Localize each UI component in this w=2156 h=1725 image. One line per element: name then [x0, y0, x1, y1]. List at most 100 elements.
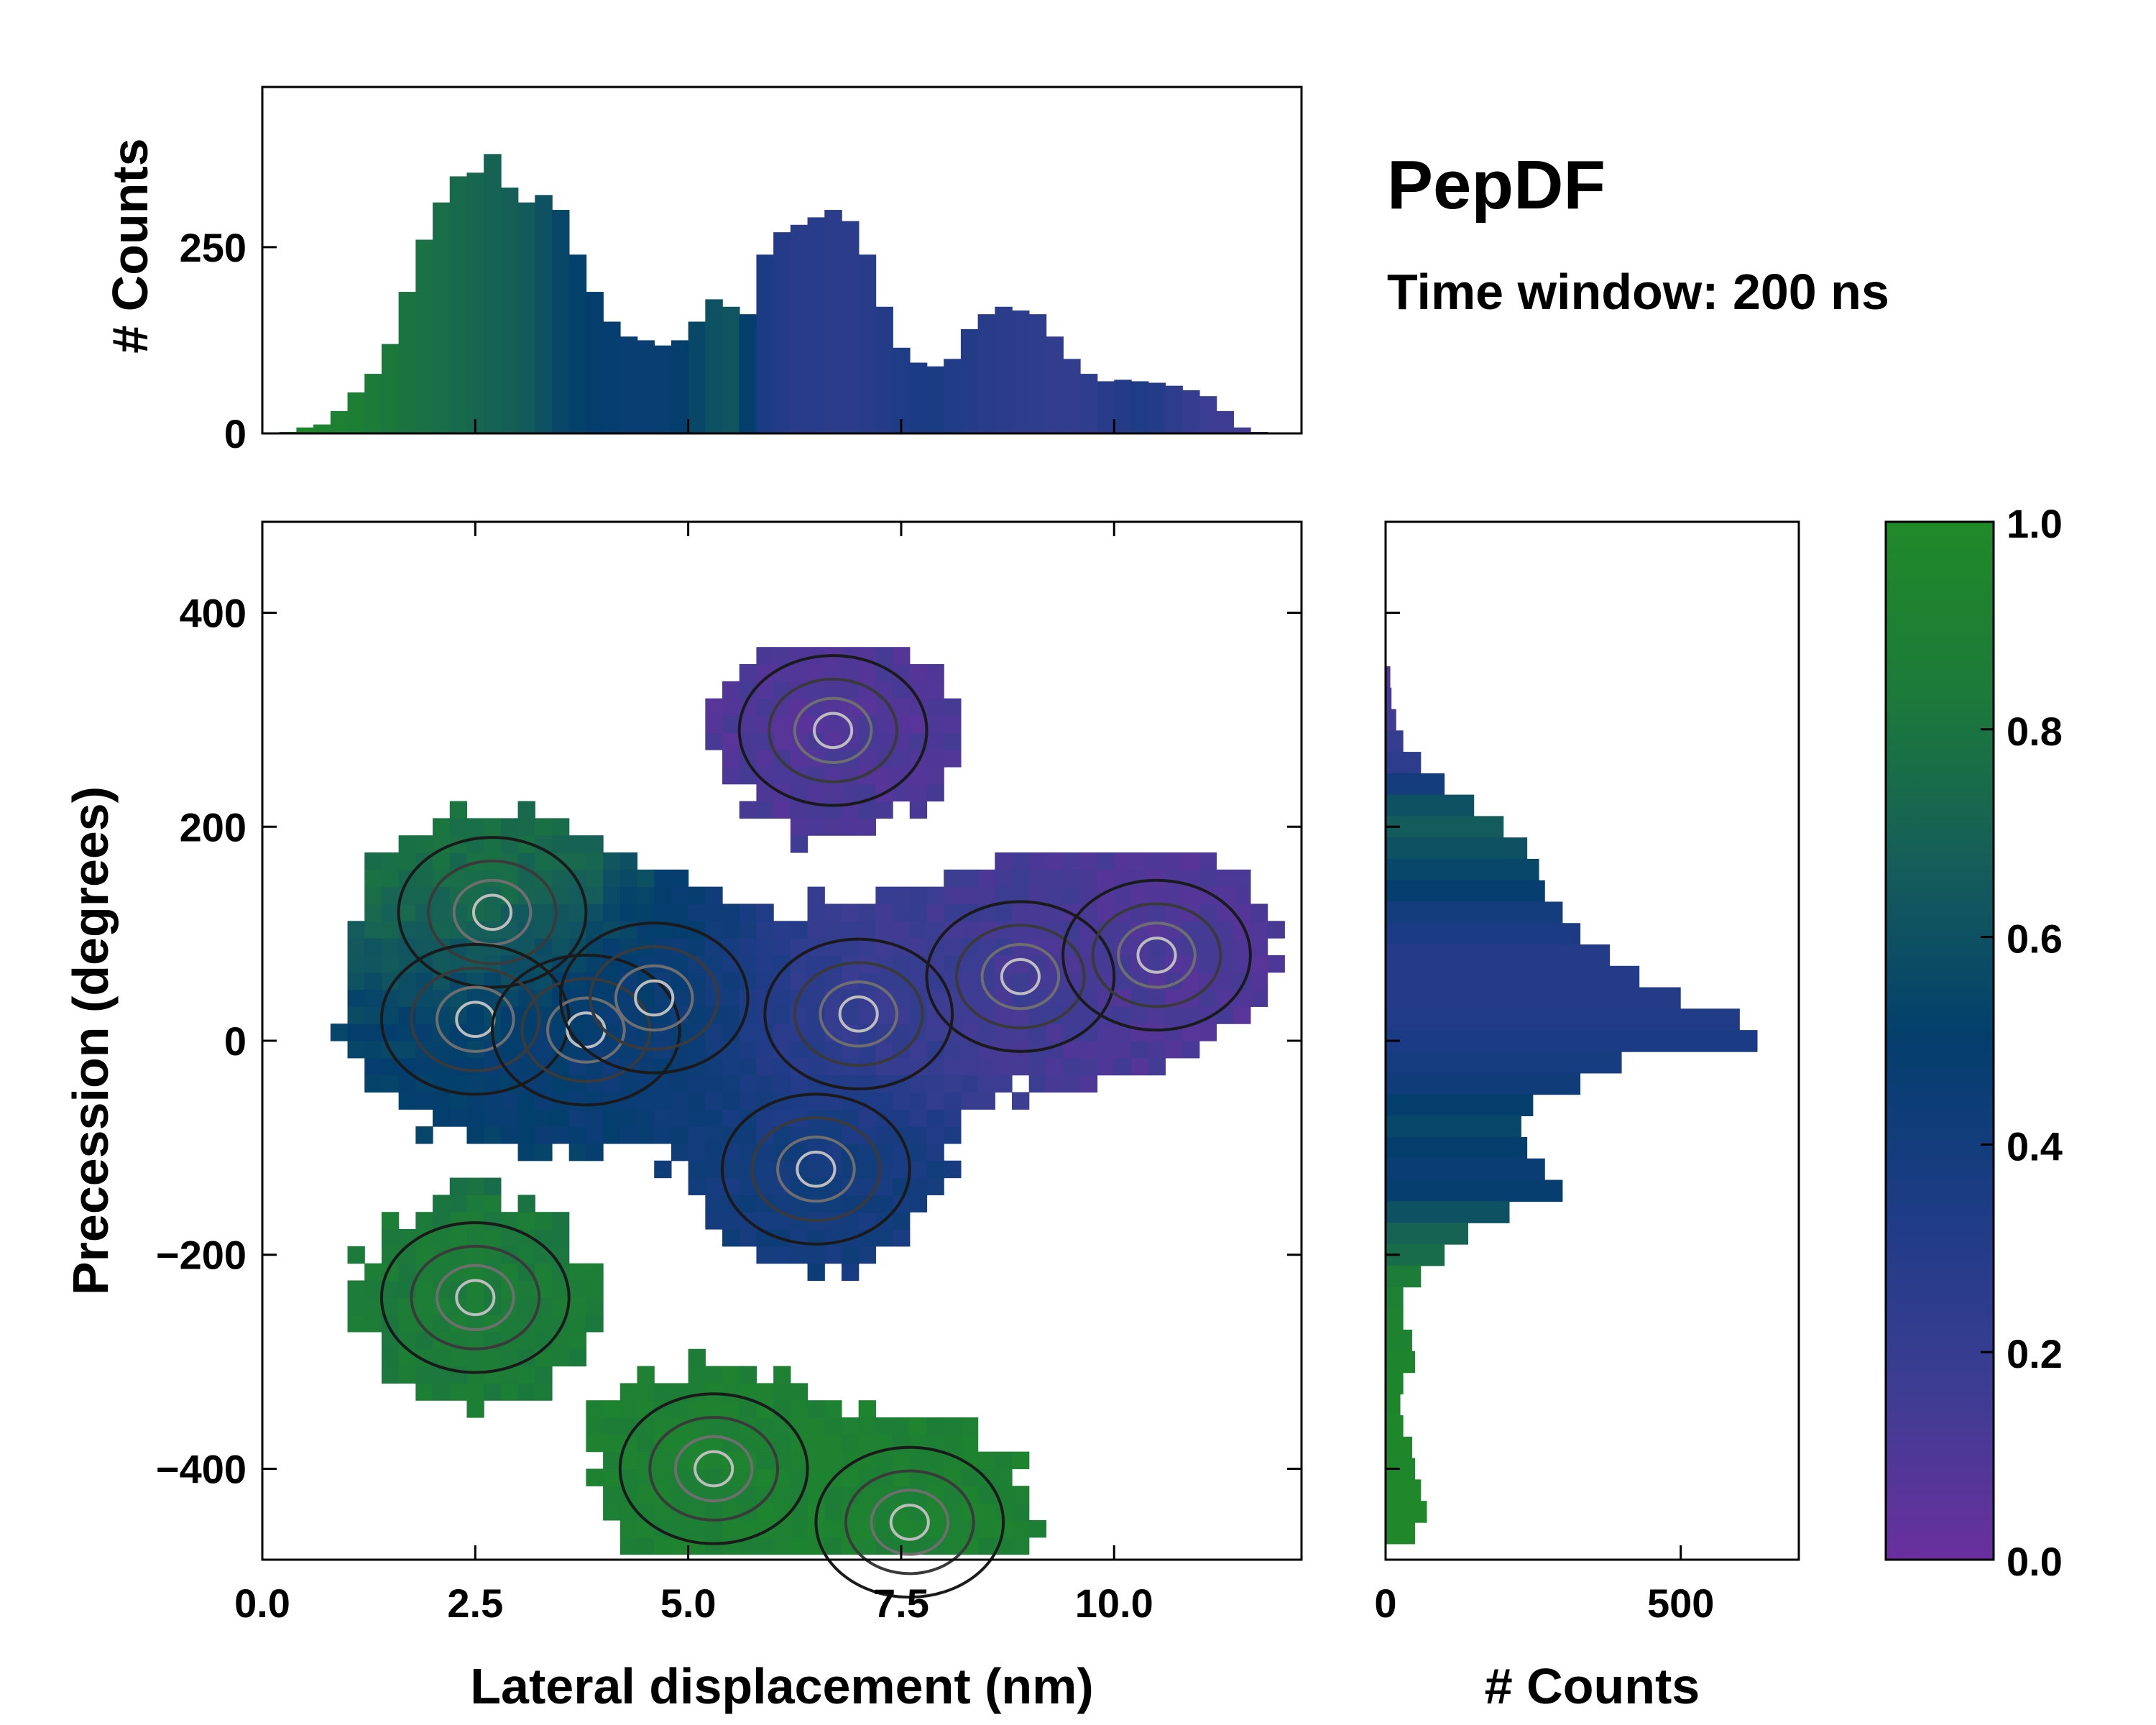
top-hist-bar	[1130, 381, 1149, 433]
heatmap-cell	[1148, 938, 1166, 956]
heatmap-cell	[995, 1451, 1013, 1470]
heatmap-cell	[790, 1537, 808, 1555]
contour-line	[673, 1435, 754, 1503]
heatmap-cell	[926, 698, 944, 717]
heatmap-cell	[364, 886, 382, 905]
heatmap-cell	[433, 903, 451, 921]
contour-line	[410, 1244, 541, 1351]
heatmap-cell	[364, 954, 382, 973]
heatmap-cell	[364, 869, 382, 888]
top-hist-bar	[705, 299, 723, 433]
top-hist-bar	[398, 292, 417, 433]
heatmap-cell	[398, 1075, 416, 1093]
heatmap-cell	[722, 715, 740, 733]
heatmap-cell	[909, 1143, 928, 1162]
heatmap-cell	[1028, 1519, 1047, 1538]
heatmap-cell	[1012, 1519, 1030, 1538]
heatmap-cell	[433, 1383, 451, 1401]
heatmap-cell	[619, 1109, 638, 1127]
contour-line	[889, 1504, 930, 1541]
heatmap-cell	[671, 886, 689, 905]
heatmap-cell	[756, 750, 774, 768]
heatmap-cell	[466, 1212, 484, 1230]
heatmap-cell	[1028, 852, 1047, 870]
heatmap-cell	[415, 1092, 433, 1110]
heatmap-cell	[551, 869, 570, 888]
heatmap-cell	[1130, 1041, 1149, 1059]
heatmap-cell	[381, 1331, 400, 1350]
heatmap-cell	[568, 1041, 586, 1059]
heatmap-cell	[466, 1400, 484, 1418]
heatmap-cell	[722, 972, 740, 990]
heatmap-cell	[1012, 1537, 1030, 1555]
heatmap-cell	[535, 903, 553, 921]
right-hist-bar	[1386, 944, 1611, 967]
heatmap-cell	[364, 921, 382, 939]
heatmap-cell	[1012, 869, 1030, 888]
heatmap-cell	[977, 1092, 995, 1110]
heatmap-cell	[705, 1075, 723, 1093]
heatmap-cell	[739, 1195, 757, 1213]
heatmap-cell	[688, 886, 706, 905]
heatmap-cell	[637, 1486, 655, 1504]
heatmap-cell	[875, 732, 893, 750]
heatmap-cell	[688, 1075, 706, 1093]
heatmap-cell	[841, 818, 860, 836]
heatmap-cell	[756, 1109, 774, 1127]
top-hist-bar	[330, 410, 349, 433]
heatmap-cell	[535, 1229, 553, 1247]
heatmap-cell	[1063, 1041, 1081, 1059]
heatmap-cell	[568, 1315, 586, 1333]
heatmap-cell	[517, 903, 535, 921]
heatmap-cell	[415, 1297, 433, 1315]
heatmap-cell	[551, 938, 570, 956]
heatmap-cell	[790, 1417, 808, 1435]
heatmap-cell	[977, 938, 995, 956]
heatmap-cell	[466, 921, 484, 939]
heatmap-cell	[671, 903, 689, 921]
heatmap-cell	[773, 1075, 791, 1093]
heatmap-cell	[807, 903, 825, 921]
heatmap-cell	[1148, 954, 1166, 973]
heatmap-cell	[1165, 1006, 1183, 1024]
top-hist-bar	[654, 345, 672, 433]
heatmap-cell	[824, 989, 842, 1007]
heatmap-cell	[705, 1212, 723, 1230]
top-hist-bar	[926, 366, 944, 433]
contour-line	[397, 836, 588, 989]
heatmap-cell	[1012, 1041, 1030, 1059]
heatmap-cell	[1233, 903, 1251, 921]
heatmap-cell	[926, 886, 944, 905]
heatmap-cell	[603, 903, 621, 921]
heatmap-cell	[926, 1417, 944, 1435]
heatmap-cell	[1114, 1041, 1132, 1059]
right-hist-bar	[1386, 794, 1475, 817]
heatmap-cell	[944, 1160, 962, 1179]
heatmap-cell	[654, 903, 672, 921]
heatmap-cell	[603, 1126, 621, 1144]
heatmap-cell	[824, 750, 842, 768]
heatmap-cell	[909, 1109, 928, 1127]
heatmap-cell	[535, 818, 553, 836]
heatmap-cell	[1267, 954, 1285, 973]
heatmap-cell	[364, 1006, 382, 1024]
top-hist-bar	[671, 340, 689, 433]
heatmap-cell	[790, 1519, 808, 1538]
heatmap-cell	[517, 801, 535, 819]
heatmap-cell	[654, 954, 672, 973]
heatmap-cell	[364, 1024, 382, 1041]
heatmap-cell	[415, 1212, 433, 1230]
top-hist-bar	[1012, 310, 1030, 433]
heatmap-cell	[568, 852, 586, 870]
heatmap-cell	[909, 1195, 928, 1213]
heatmap-cell	[637, 1109, 655, 1127]
heatmap-cell	[824, 783, 842, 802]
heatmap-cell	[1114, 972, 1132, 990]
heatmap-cell	[466, 1297, 484, 1315]
top-hist-bar	[415, 239, 433, 433]
heatmap-cell	[1130, 869, 1149, 888]
heatmap-cell	[1148, 886, 1166, 905]
heatmap-cell	[1216, 921, 1234, 939]
heatmap-cell	[586, 1297, 604, 1315]
heatmap-cell	[960, 1057, 979, 1076]
